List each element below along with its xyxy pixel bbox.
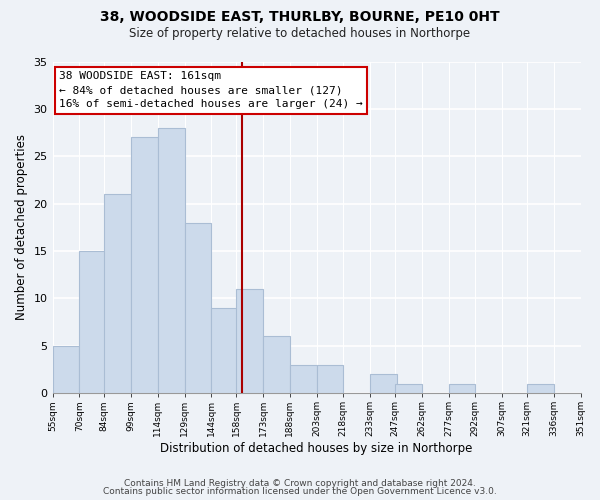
Bar <box>79 251 106 393</box>
Y-axis label: Number of detached properties: Number of detached properties <box>15 134 28 320</box>
Bar <box>53 346 79 393</box>
Bar <box>185 222 211 393</box>
Bar <box>236 289 263 393</box>
Text: Size of property relative to detached houses in Northorpe: Size of property relative to detached ho… <box>130 28 470 40</box>
Bar <box>527 384 554 393</box>
Bar <box>263 336 290 393</box>
Bar <box>370 374 397 393</box>
Bar <box>104 194 131 393</box>
Text: Contains public sector information licensed under the Open Government Licence v3: Contains public sector information licen… <box>103 487 497 496</box>
Bar <box>211 308 238 393</box>
Text: 38 WOODSIDE EAST: 161sqm
← 84% of detached houses are smaller (127)
16% of semi-: 38 WOODSIDE EAST: 161sqm ← 84% of detach… <box>59 72 363 110</box>
Bar <box>449 384 475 393</box>
Bar <box>317 364 343 393</box>
Bar <box>395 384 422 393</box>
X-axis label: Distribution of detached houses by size in Northorpe: Distribution of detached houses by size … <box>160 442 473 455</box>
Text: 38, WOODSIDE EAST, THURLBY, BOURNE, PE10 0HT: 38, WOODSIDE EAST, THURLBY, BOURNE, PE10… <box>100 10 500 24</box>
Bar <box>131 138 158 393</box>
Bar <box>290 364 317 393</box>
Text: Contains HM Land Registry data © Crown copyright and database right 2024.: Contains HM Land Registry data © Crown c… <box>124 478 476 488</box>
Bar <box>158 128 185 393</box>
